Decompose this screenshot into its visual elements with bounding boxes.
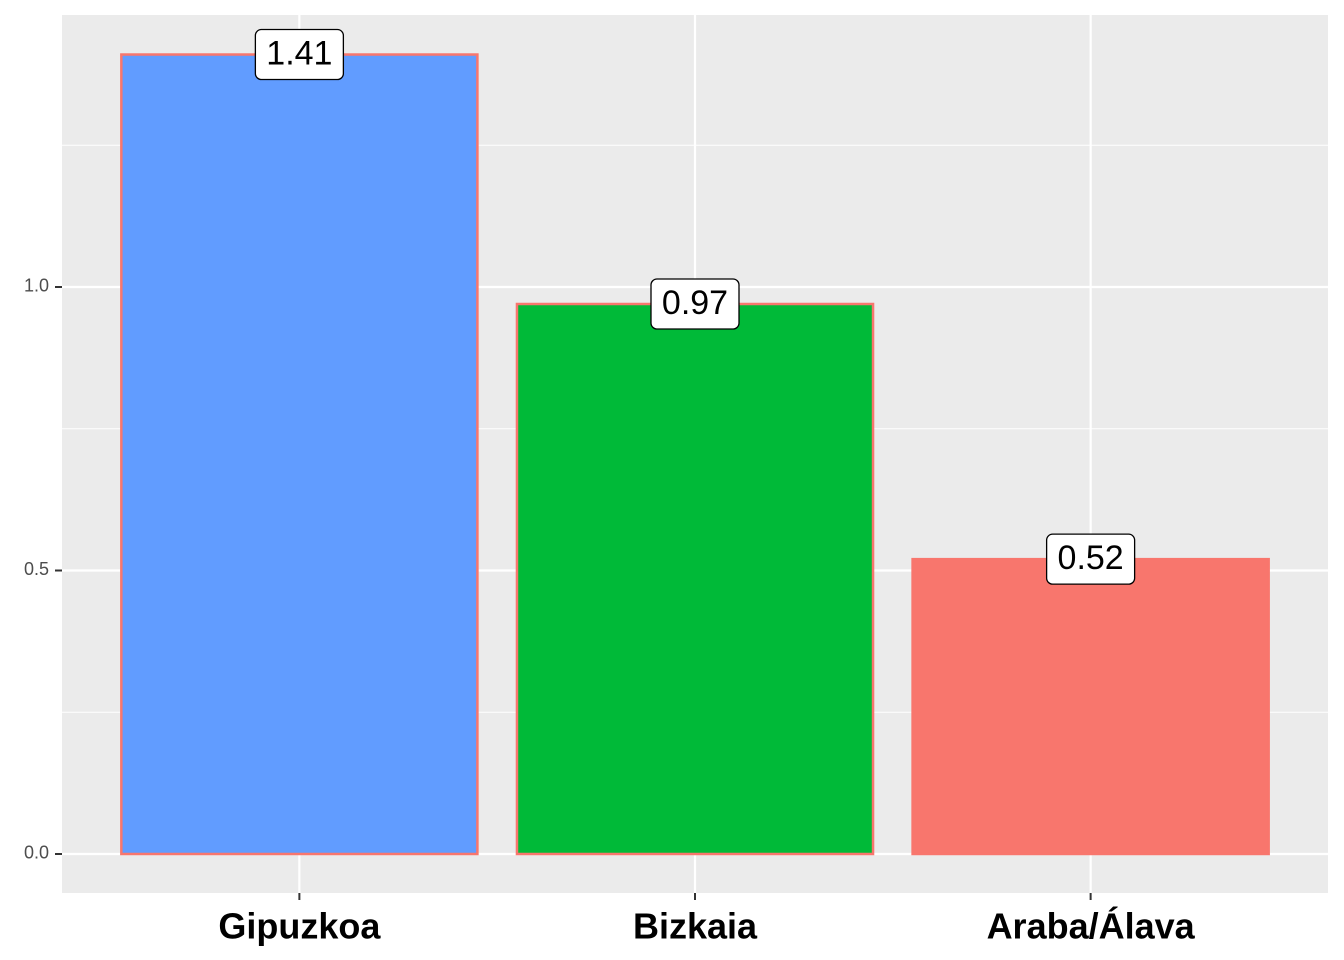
value-label: 0.52 (1058, 539, 1124, 577)
y-tick-label: 1.0 (24, 276, 49, 296)
x-tick-label: Gipuzkoa (218, 906, 381, 947)
x-tick-label: Araba/Álava (987, 906, 1196, 947)
bar (515, 302, 875, 856)
value-label-box (650, 278, 740, 330)
bar (911, 557, 1270, 856)
value-label-box (1045, 533, 1136, 585)
x-tick-label: Bizkaia (633, 906, 758, 947)
bar (120, 53, 479, 856)
value-label: 1.41 (266, 35, 332, 73)
y-tick-label: 0.5 (24, 559, 49, 579)
y-tick-label: 0.0 (24, 843, 49, 863)
value-label: 0.97 (662, 284, 728, 322)
value-label-box (254, 28, 345, 81)
